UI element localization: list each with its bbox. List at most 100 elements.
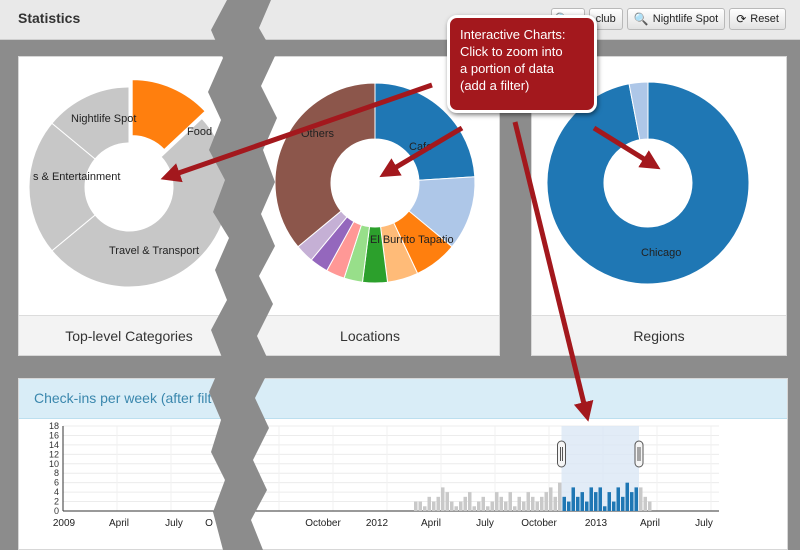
checkins-bar[interactable]: [603, 506, 607, 511]
categories-panel-title: Top-level Categories: [19, 315, 239, 355]
checkins-bar[interactable]: [418, 501, 423, 511]
slice-label-cafe: Cafe: [409, 141, 433, 153]
checkins-bar[interactable]: [463, 496, 468, 511]
checkins-bar[interactable]: [540, 496, 544, 511]
regions-panel-title: Regions: [532, 315, 786, 355]
checkins-bar[interactable]: [612, 501, 616, 511]
checkins-bar[interactable]: [432, 501, 436, 511]
x-tick-label: July: [476, 518, 494, 529]
checkins-bar[interactable]: [571, 487, 576, 511]
x-tick-label: April: [640, 518, 660, 529]
y-tick-label: 12: [49, 449, 59, 459]
donut-slice-s-entertainment[interactable]: [28, 122, 96, 252]
callout-line: Click to zoom into: [460, 44, 563, 59]
refresh-icon: ⟳: [736, 12, 747, 26]
reset-button[interactable]: ⟳ Reset: [729, 8, 786, 30]
checkins-bar[interactable]: [508, 492, 513, 511]
checkins-bar[interactable]: [585, 501, 589, 511]
x-tick-label: 2012: [366, 518, 389, 529]
y-tick-label: 8: [54, 468, 59, 478]
slice-label-chicago: Chicago: [641, 247, 682, 259]
checkins-bar[interactable]: [445, 492, 450, 511]
checkins-bar[interactable]: [630, 492, 634, 511]
slice-label-others: Others: [301, 128, 335, 140]
app-title: Statistics: [18, 10, 81, 26]
slice-label-food: Food: [187, 126, 213, 138]
checkins-bar[interactable]: [495, 492, 499, 511]
interactive-charts-callout: Interactive Charts: Click to zoom into a…: [447, 15, 597, 113]
checkins-bar[interactable]: [558, 482, 562, 511]
checkins-bar[interactable]: [634, 487, 639, 511]
donut-slice-nightlife-spot[interactable]: [51, 86, 130, 160]
x-tick-label: April: [109, 518, 129, 529]
checkins-bar[interactable]: [535, 501, 540, 511]
categories-donut-chart[interactable]: [19, 57, 241, 317]
checkins-bar[interactable]: [522, 501, 526, 511]
checkins-bar[interactable]: [450, 501, 454, 511]
x-tick-label: October: [521, 518, 557, 529]
x-tick-label: 2013: [585, 518, 608, 529]
checkins-bar[interactable]: [549, 487, 553, 511]
checkins-bar[interactable]: [553, 496, 558, 511]
checkins-bar[interactable]: [607, 492, 612, 511]
y-tick-label: 4: [54, 487, 59, 497]
checkins-bar[interactable]: [499, 496, 504, 511]
y-tick-label: 2: [54, 497, 59, 507]
checkins-bar[interactable]: [639, 487, 643, 511]
checkins-bar[interactable]: [414, 501, 418, 511]
donut-slice-others[interactable]: [274, 82, 376, 248]
checkins-bar[interactable]: [648, 501, 652, 511]
checkins-bar[interactable]: [643, 496, 648, 511]
brush-handle[interactable]: [557, 440, 566, 468]
checkins-bar[interactable]: [621, 496, 625, 511]
checkins-bar[interactable]: [598, 487, 603, 511]
checkins-bar[interactable]: [490, 501, 495, 511]
checkins-bar[interactable]: [625, 482, 630, 511]
filter-button-club[interactable]: club: [588, 8, 623, 30]
slice-label-travel-transport: Travel & Transport: [109, 245, 200, 257]
checkins-bar[interactable]: [531, 496, 535, 511]
filter-toolbar: 🔍 club 🔍 Nightlife Spot ⟳ Reset: [550, 8, 786, 30]
checkins-bar[interactable]: [454, 506, 459, 511]
top-bar: Statistics 🔍 club 🔍 Nightlife Spot ⟳ Res…: [0, 0, 800, 40]
checkins-bar[interactable]: [472, 506, 477, 511]
brush-handle[interactable]: [634, 440, 644, 468]
checkins-bar[interactable]: [459, 501, 463, 511]
checkins-bar[interactable]: [544, 492, 549, 511]
y-tick-label: 16: [49, 430, 59, 440]
checkins-bar[interactable]: [562, 496, 567, 511]
slice-label-el-burrito-tapatio: El Burrito Tapatio: [370, 234, 454, 246]
checkins-panel: Check-ins per week (after filt 0 2 4 6 8 10 12…: [18, 378, 788, 550]
checkins-bar[interactable]: [427, 496, 432, 511]
checkins-bar[interactable]: [580, 492, 585, 511]
checkins-bar[interactable]: [436, 496, 441, 511]
checkins-bar[interactable]: [567, 501, 571, 511]
checkins-bar[interactable]: [468, 492, 472, 511]
checkins-bar[interactable]: [594, 492, 598, 511]
checkins-bar[interactable]: [477, 501, 481, 511]
filter-button-label: club: [595, 13, 616, 25]
x-tick-label: O: [205, 518, 213, 529]
checkins-bar[interactable]: [576, 496, 580, 511]
checkins-bar[interactable]: [481, 496, 486, 511]
filter-button-nightlife-spot[interactable]: 🔍 Nightlife Spot: [626, 8, 726, 30]
checkins-bar[interactable]: [517, 496, 522, 511]
y-tick-label: 18: [49, 421, 59, 431]
search-icon: 🔍: [633, 12, 649, 26]
checkins-bar[interactable]: [589, 487, 594, 511]
checkins-bar[interactable]: [513, 506, 517, 511]
slice-label-entertainment: s & Entertainment: [33, 171, 121, 183]
checkins-bar[interactable]: [616, 487, 621, 511]
categories-panel: Nightlife Spot Food s & Entertainment Tr…: [18, 56, 240, 356]
x-tick-label: October: [305, 518, 341, 529]
checkins-bar[interactable]: [441, 487, 445, 511]
checkins-bar[interactable]: [526, 492, 531, 511]
callout-line: (add a filter): [460, 78, 530, 93]
y-tick-label: 10: [49, 459, 59, 469]
checkins-bar[interactable]: [423, 506, 427, 511]
checkins-bar[interactable]: [504, 501, 508, 511]
reset-button-label: Reset: [750, 13, 779, 25]
checkins-panel-title: Check-ins per week (after filt: [19, 379, 787, 419]
checkins-bar[interactable]: [486, 506, 490, 511]
